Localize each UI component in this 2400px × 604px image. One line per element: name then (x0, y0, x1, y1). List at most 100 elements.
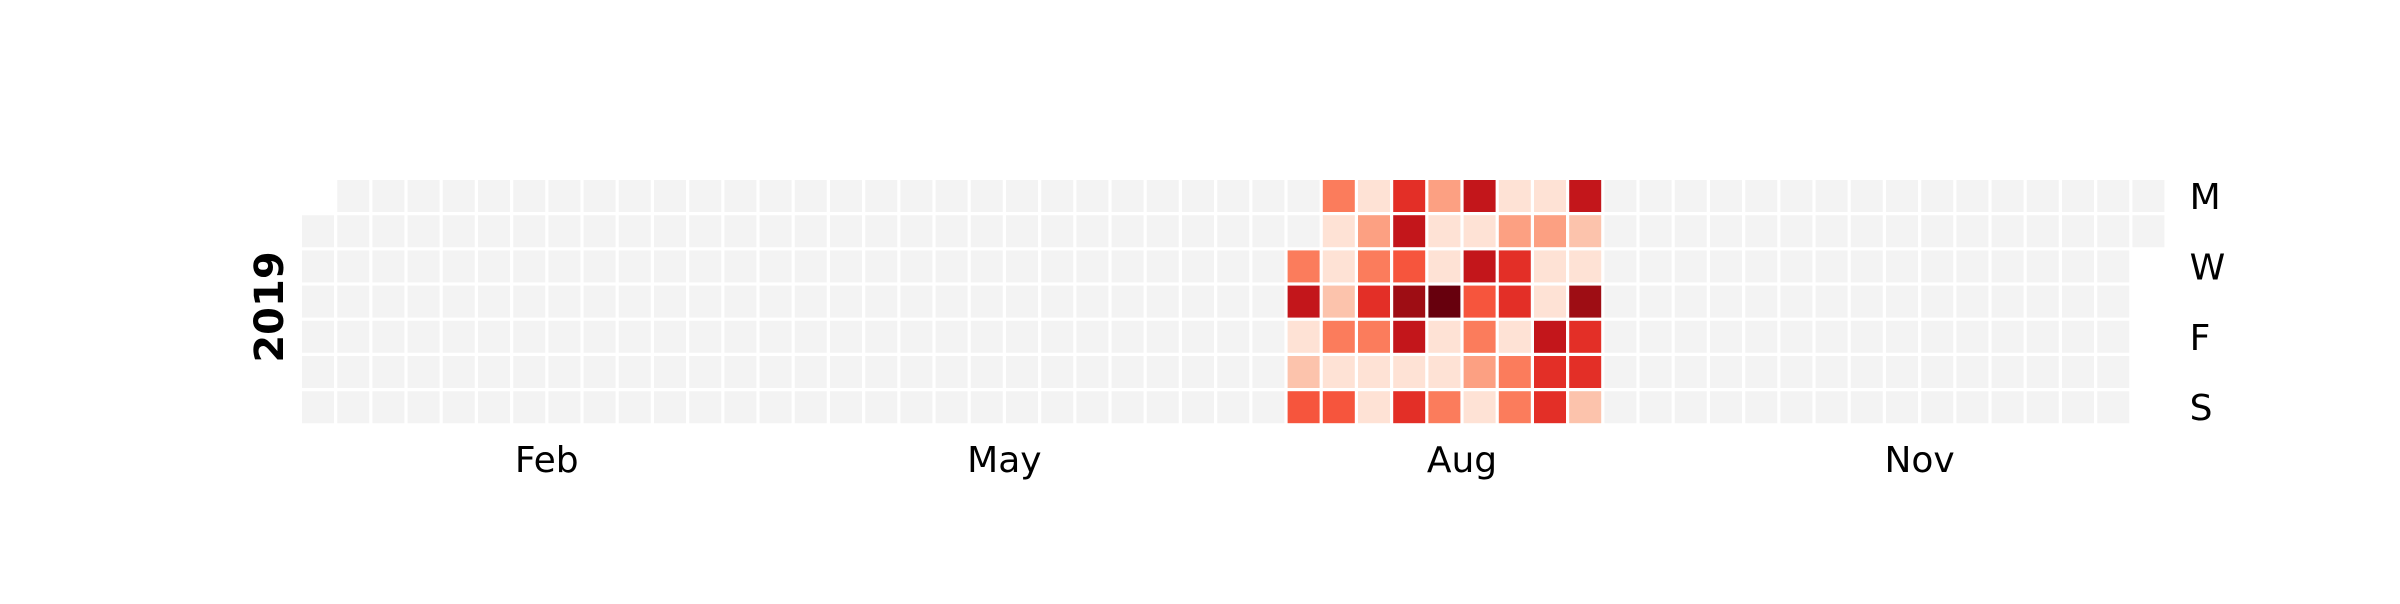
heatmap-cell-empty (760, 215, 792, 247)
heatmap-cell-empty (2027, 391, 2059, 423)
heatmap-cell-empty (830, 356, 862, 388)
heatmap-cell-empty (900, 321, 932, 353)
heatmap-cell-empty (478, 356, 510, 388)
heatmap-cell-empty (1886, 356, 1918, 388)
heatmap-cell-active (1393, 250, 1425, 282)
heatmap-cell-empty (408, 180, 440, 212)
heatmap-cell-empty (936, 286, 968, 318)
heatmap-cell-empty (2062, 215, 2094, 247)
heatmap-cell-empty (760, 180, 792, 212)
heatmap-cell-empty (513, 286, 545, 318)
heatmap-cell-active (1499, 321, 1531, 353)
heatmap-cell-empty (584, 356, 616, 388)
heatmap-cell-empty (478, 215, 510, 247)
heatmap-cell-empty (760, 356, 792, 388)
heatmap-cell-empty (1675, 215, 1707, 247)
heatmap-cell-empty (478, 286, 510, 318)
heatmap-cell-empty (1217, 391, 1249, 423)
heatmap-cell-empty (1956, 391, 1988, 423)
heatmap-cell-empty (1780, 391, 1812, 423)
heatmap-cell-active (1288, 250, 1320, 282)
heatmap-cell-empty (619, 180, 651, 212)
heatmap-cell-empty (1112, 391, 1144, 423)
heatmap-cell-empty (337, 250, 369, 282)
heatmap-cell-empty (513, 321, 545, 353)
heatmap-cell-empty (1886, 321, 1918, 353)
heatmap-cells (302, 180, 2164, 423)
heatmap-cell-empty (1041, 356, 1073, 388)
heatmap-cell-empty (619, 321, 651, 353)
heatmap-cell-empty (1710, 215, 1742, 247)
heatmap-cell-active (1428, 356, 1460, 388)
heatmap-cell-empty (1288, 215, 1320, 247)
heatmap-cell-empty (1851, 215, 1883, 247)
heatmap-cell-empty (1252, 215, 1284, 247)
heatmap-cell-empty (1992, 391, 2024, 423)
heatmap-cell-empty (1604, 250, 1636, 282)
heatmap-cell-empty (830, 391, 862, 423)
heatmap-cell-empty (408, 250, 440, 282)
heatmap-cell-empty (1604, 215, 1636, 247)
heatmap-cell-empty (1217, 286, 1249, 318)
month-tick-labels: Feb May Aug Nov (515, 440, 1955, 481)
heatmap-cell-empty (1252, 250, 1284, 282)
heatmap-cell-active (1499, 356, 1531, 388)
heatmap-cell-empty (865, 391, 897, 423)
heatmap-cell-empty (1147, 286, 1179, 318)
heatmap-cell-empty (1992, 215, 2024, 247)
heatmap-cell-empty (1604, 391, 1636, 423)
heatmap-cell-empty (936, 356, 968, 388)
month-tick-label: Feb (515, 440, 579, 481)
weekday-tick-label: F (2190, 318, 2211, 359)
heatmap-cell-active (1358, 321, 1390, 353)
heatmap-cell-empty (830, 215, 862, 247)
heatmap-cell-empty (548, 286, 580, 318)
heatmap-cell-empty (372, 250, 404, 282)
heatmap-cell-empty (1816, 180, 1848, 212)
heatmap-cell-empty (408, 286, 440, 318)
heatmap-cell-empty (513, 391, 545, 423)
heatmap-cell-empty (2027, 180, 2059, 212)
heatmap-cell-empty (760, 391, 792, 423)
heatmap-cell-empty (1921, 356, 1953, 388)
heatmap-cell-empty (795, 391, 827, 423)
heatmap-cell-empty (1252, 286, 1284, 318)
heatmap-cell-empty (1112, 286, 1144, 318)
heatmap-cell-empty (654, 250, 686, 282)
heatmap-cell-empty (1992, 180, 2024, 212)
heatmap-cell-empty (936, 391, 968, 423)
heatmap-cell-active (1534, 250, 1566, 282)
heatmap-cell-empty (1217, 321, 1249, 353)
heatmap-cell-empty (2097, 286, 2129, 318)
heatmap-cell-empty (1745, 391, 1777, 423)
heatmap-cell-empty (1921, 321, 1953, 353)
heatmap-cell-active (1288, 286, 1320, 318)
heatmap-cell-empty (513, 250, 545, 282)
heatmap-cell-empty (1886, 286, 1918, 318)
heatmap-cell-empty (795, 180, 827, 212)
heatmap-cell-empty (1710, 321, 1742, 353)
heatmap-cell-empty (689, 391, 721, 423)
heatmap-cell-empty (1006, 180, 1038, 212)
heatmap-cell-empty (1745, 215, 1777, 247)
heatmap-cell-empty (760, 321, 792, 353)
month-tick-label: Nov (1884, 440, 1954, 481)
heatmap-cell-empty (1217, 356, 1249, 388)
heatmap-cell-empty (971, 391, 1003, 423)
heatmap-cell-empty (865, 250, 897, 282)
heatmap-cell-empty (2027, 321, 2059, 353)
weekday-tick-label: S (2190, 388, 2213, 429)
heatmap-cell-active (1393, 321, 1425, 353)
heatmap-cell-empty (1921, 391, 1953, 423)
heatmap-cell-empty (1604, 286, 1636, 318)
heatmap-cell-empty (654, 215, 686, 247)
heatmap-cell-empty (513, 356, 545, 388)
weekday-tick-label: M (2190, 177, 2221, 218)
heatmap-cell-empty (2027, 250, 2059, 282)
heatmap-cell-active (1428, 321, 1460, 353)
heatmap-cell-empty (478, 180, 510, 212)
heatmap-cell-active (1499, 215, 1531, 247)
heatmap-cell-empty (548, 391, 580, 423)
heatmap-cell-empty (971, 250, 1003, 282)
